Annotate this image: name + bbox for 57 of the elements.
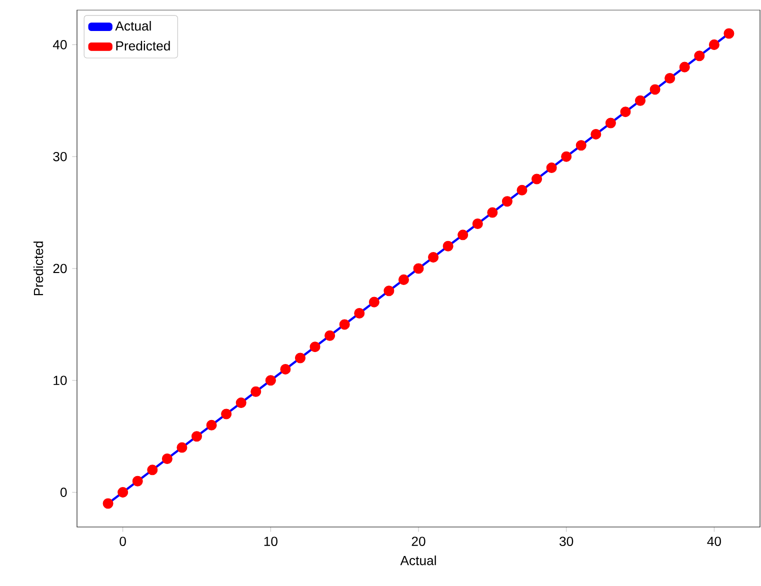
point	[206, 420, 217, 430]
point	[354, 308, 365, 319]
x-tick-label: 10	[264, 536, 278, 546]
point	[561, 151, 572, 162]
point	[605, 118, 616, 128]
point	[634, 95, 646, 106]
x-tick-label: 30	[560, 536, 574, 546]
y-tick-label: 0	[60, 488, 67, 497]
point	[398, 274, 409, 285]
point	[472, 218, 483, 229]
point	[368, 296, 380, 308]
point	[310, 342, 320, 352]
y-tick-label: 40	[52, 40, 67, 50]
point	[694, 50, 705, 62]
point	[650, 84, 660, 95]
point	[162, 453, 172, 464]
point	[339, 319, 350, 330]
y-tick-label: 10	[54, 376, 67, 386]
point	[576, 140, 586, 151]
point	[384, 286, 394, 296]
point	[280, 364, 291, 374]
point	[458, 230, 468, 240]
x-tick-label: 20	[412, 536, 426, 546]
point	[724, 28, 734, 39]
point	[679, 62, 690, 72]
x-tick-label: 40	[707, 536, 721, 546]
point	[294, 352, 306, 364]
point	[118, 487, 128, 498]
legend-label: Predicted	[116, 40, 170, 51]
point	[191, 431, 202, 442]
y-tick-label: 30	[53, 152, 67, 162]
point	[324, 330, 336, 341]
point	[664, 72, 676, 84]
point	[620, 106, 631, 118]
x-axis-title: Actual	[400, 556, 436, 566]
point	[221, 408, 232, 420]
point	[132, 476, 143, 486]
point	[428, 252, 439, 263]
point	[532, 174, 542, 184]
x-tick-label: 0	[120, 536, 126, 546]
y-axis-title: Predicted	[33, 242, 44, 296]
point	[147, 464, 158, 476]
point	[250, 386, 262, 397]
point	[590, 128, 602, 140]
point	[442, 240, 454, 252]
point	[708, 39, 720, 50]
point	[487, 207, 498, 218]
point	[413, 263, 424, 274]
point	[102, 498, 114, 509]
point	[546, 162, 557, 174]
legend-label: Actual	[115, 20, 151, 31]
point	[236, 398, 246, 408]
point	[265, 375, 276, 386]
point	[176, 442, 188, 453]
y-tick-label: 20	[53, 264, 67, 274]
point	[516, 184, 528, 196]
point	[502, 196, 512, 207]
